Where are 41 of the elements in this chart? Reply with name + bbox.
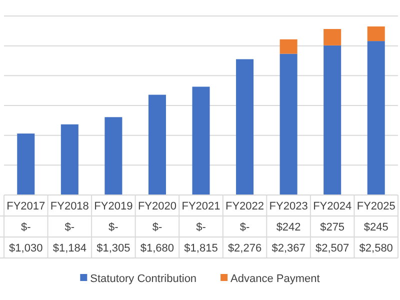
bar [236,59,254,195]
x-tick-label: FY2018 [50,200,89,212]
data-label: $2,367 [272,242,306,254]
bar [148,94,166,195]
data-label: $- [152,221,162,234]
x-tick-label: FY2017 [6,200,46,212]
x-tick-label: FY2023 [269,200,308,212]
data-label: $1,184 [52,242,86,254]
x-tick-label: FY2024 [313,200,352,212]
data-label: $242 [276,221,301,234]
data-label: $1,030 [9,242,43,254]
data-label: $- [108,221,119,234]
bar [280,54,298,195]
data-label: $2,507 [316,242,350,254]
data-label: $2,580 [359,242,393,254]
data-label: $- [21,221,32,234]
data-label: $2,276 [228,242,262,254]
data-label: $245 [364,221,388,234]
bar [60,124,78,195]
legend-label: Advance Payment [230,272,320,285]
bar [367,26,385,42]
bar [367,41,385,195]
data-label: $1,680 [140,242,174,254]
x-tick-label: FY2019 [94,200,133,212]
bar [324,29,342,46]
bar [17,134,35,195]
bar [280,39,298,54]
bar [104,117,122,195]
bar [192,86,210,195]
data-label: $1,305 [96,242,130,254]
bar [324,45,342,195]
x-tick-label: FY2025 [356,200,396,212]
legend-label: Statutory Contribution [90,272,197,285]
data-label: $- [240,221,250,234]
x-tick-label: FY2021 [182,200,220,212]
data-label: $275 [320,221,345,234]
x-tick-label: FY2022 [226,200,264,212]
data-label: $- [64,221,75,234]
x-tick-label: FY2020 [138,200,176,212]
data-label: $1,815 [184,242,218,254]
data-label: $- [196,221,206,234]
